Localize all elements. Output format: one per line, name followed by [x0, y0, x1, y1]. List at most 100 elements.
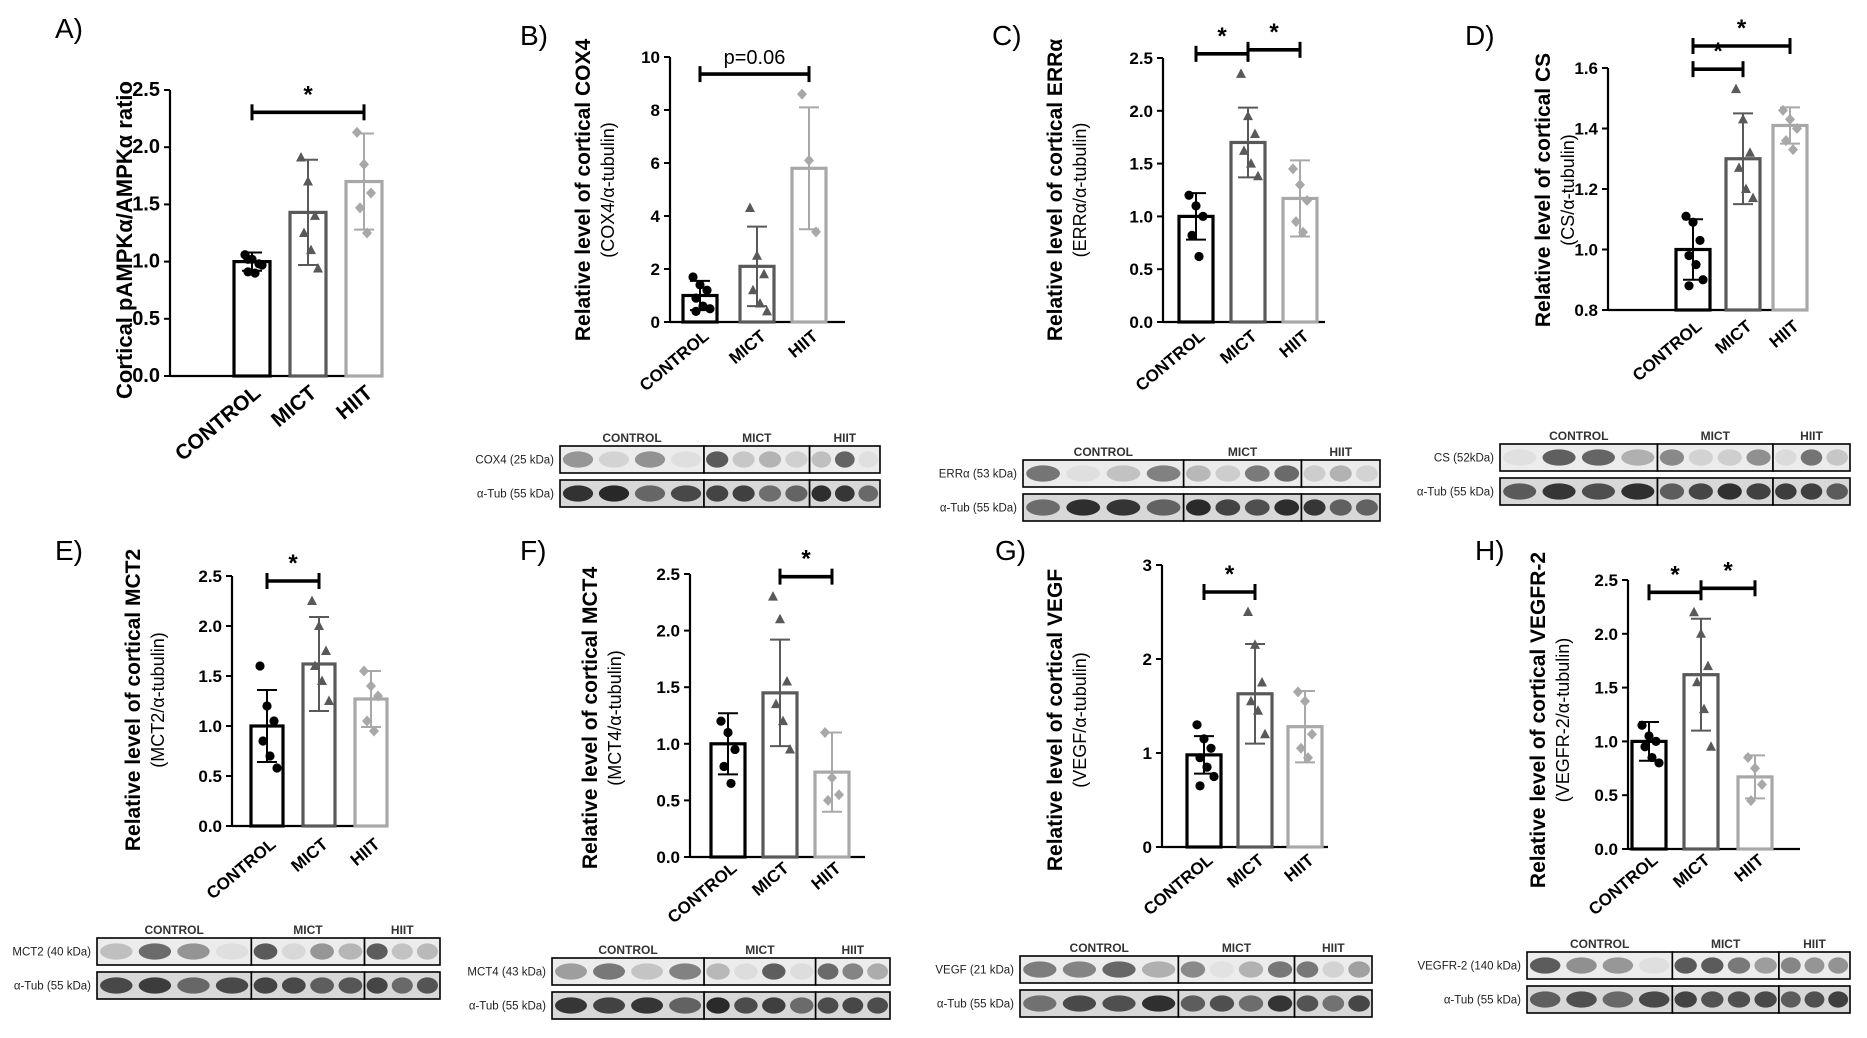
data-point	[1243, 110, 1253, 121]
blot-band	[1638, 957, 1670, 974]
blot-band	[811, 485, 832, 502]
blot-band	[758, 451, 782, 468]
blot-band	[670, 451, 702, 468]
blot-group-label: CONTROL	[145, 923, 204, 937]
blot-group-label: MICT	[1228, 445, 1258, 459]
blot-group-label: HIIT	[833, 431, 856, 445]
data-point	[362, 227, 372, 239]
x-category-label: HIIT	[1766, 316, 1803, 352]
data-point	[705, 304, 715, 314]
blot-band	[1209, 961, 1235, 978]
y-tick-label: 1.5	[656, 678, 680, 697]
data-point	[1647, 752, 1657, 763]
blot-band	[555, 963, 587, 980]
x-category-label: MICT	[1712, 316, 1757, 358]
data-point	[1651, 736, 1661, 747]
data-point	[1696, 628, 1706, 638]
data-point	[1303, 752, 1313, 764]
blot-band	[762, 963, 786, 980]
data-point	[359, 158, 369, 170]
blot-band	[1674, 991, 1697, 1008]
blot-band	[1727, 957, 1751, 974]
data-point	[366, 187, 376, 199]
data-point	[768, 591, 778, 601]
blot-band	[858, 451, 879, 468]
y-tick-label: 6	[651, 154, 660, 173]
panel-d: D) Relative level of cortical CS (CS/α-tub…	[1417, 15, 1851, 506]
data-point	[1209, 771, 1219, 782]
data-point	[1202, 762, 1212, 772]
blot-band	[1701, 991, 1724, 1008]
data-point	[1654, 758, 1664, 768]
significance-label: *	[1737, 15, 1747, 42]
data-point	[255, 661, 265, 671]
y-tick-label: 2.0	[198, 617, 222, 636]
blot-band	[762, 997, 786, 1014]
y-axis-label: Relative level of cortical CS	[1532, 53, 1555, 327]
y-tick-label: 10	[641, 48, 660, 67]
data-point	[307, 595, 317, 605]
blot-row-label: VEGF (21 kDa)	[935, 965, 1014, 977]
y-tick-label: 2.5	[1129, 49, 1153, 68]
blot-band	[1244, 465, 1270, 482]
data-point	[1194, 251, 1204, 262]
blot-group-label: HIIT	[1800, 429, 1823, 443]
blot-band	[1529, 957, 1561, 974]
blot-band	[1804, 957, 1825, 974]
blot-band	[338, 977, 363, 994]
blot-band	[732, 485, 755, 502]
data-point	[324, 695, 334, 705]
blot-band	[1659, 483, 1685, 500]
blot-row-label: MCT4 (43 kDa)	[467, 967, 546, 979]
blot-group-label: HIIT	[1803, 937, 1826, 951]
y-axis-sublabel: (ERRα/α-tubulin)	[1070, 123, 1090, 258]
blot-band	[811, 451, 832, 468]
data-point	[762, 305, 772, 316]
blot-row-label: α-Tub (55 kDa)	[477, 489, 554, 501]
data-point	[257, 260, 267, 270]
data-point	[313, 262, 323, 273]
blot-band	[1186, 465, 1211, 482]
data-point	[1206, 743, 1216, 753]
data-point	[1757, 778, 1767, 790]
blot-row-label: α-Tub (55 kDa)	[14, 981, 91, 993]
blot-band	[1303, 499, 1326, 516]
data-point	[804, 154, 814, 166]
data-point	[811, 226, 821, 238]
blot-band	[1180, 961, 1206, 978]
data-point	[1689, 606, 1699, 617]
y-tick-label: 1.0	[1574, 241, 1598, 260]
x-category-label: HIIT	[1281, 850, 1318, 886]
blot-band	[1581, 483, 1615, 500]
panels-group: A)Cortical pAMPKα/AMPKα ratio0.00.51.01.…	[12, 13, 1851, 1020]
blot-band	[281, 977, 306, 994]
blot-band	[1828, 957, 1849, 974]
y-tick-label: 2.0	[1594, 625, 1618, 644]
blot-band	[1062, 995, 1097, 1012]
blot-row-label: COX4 (25 kDa)	[475, 455, 554, 467]
blot-band	[1023, 961, 1057, 978]
data-point	[726, 778, 736, 789]
blot-band	[1106, 499, 1141, 516]
data-point	[1293, 686, 1303, 698]
y-axis-label: Relative level of cortical VEGFR-2	[1527, 552, 1550, 888]
blot-band	[1717, 483, 1742, 500]
blot-band	[834, 451, 855, 468]
y-tick-label: 0.5	[198, 767, 222, 786]
data-point	[702, 285, 712, 295]
y-tick-label: 0.0	[1129, 313, 1153, 332]
data-point	[262, 701, 272, 711]
data-point	[1246, 158, 1256, 168]
blot-band	[669, 963, 702, 980]
blot-band	[100, 943, 133, 960]
y-tick-label: 1.0	[1129, 207, 1153, 226]
blot-row-label: α-Tub (55 kDa)	[937, 999, 1014, 1011]
blot-band	[1274, 499, 1300, 516]
blot-band	[631, 963, 664, 980]
blot-band	[1754, 957, 1777, 974]
x-category-label: MICT	[1224, 850, 1269, 892]
blot-band	[1026, 499, 1060, 516]
x-category-label: MICT	[1217, 326, 1262, 368]
bar-hiit	[1771, 123, 1809, 312]
panel-label: D)	[1465, 20, 1495, 51]
